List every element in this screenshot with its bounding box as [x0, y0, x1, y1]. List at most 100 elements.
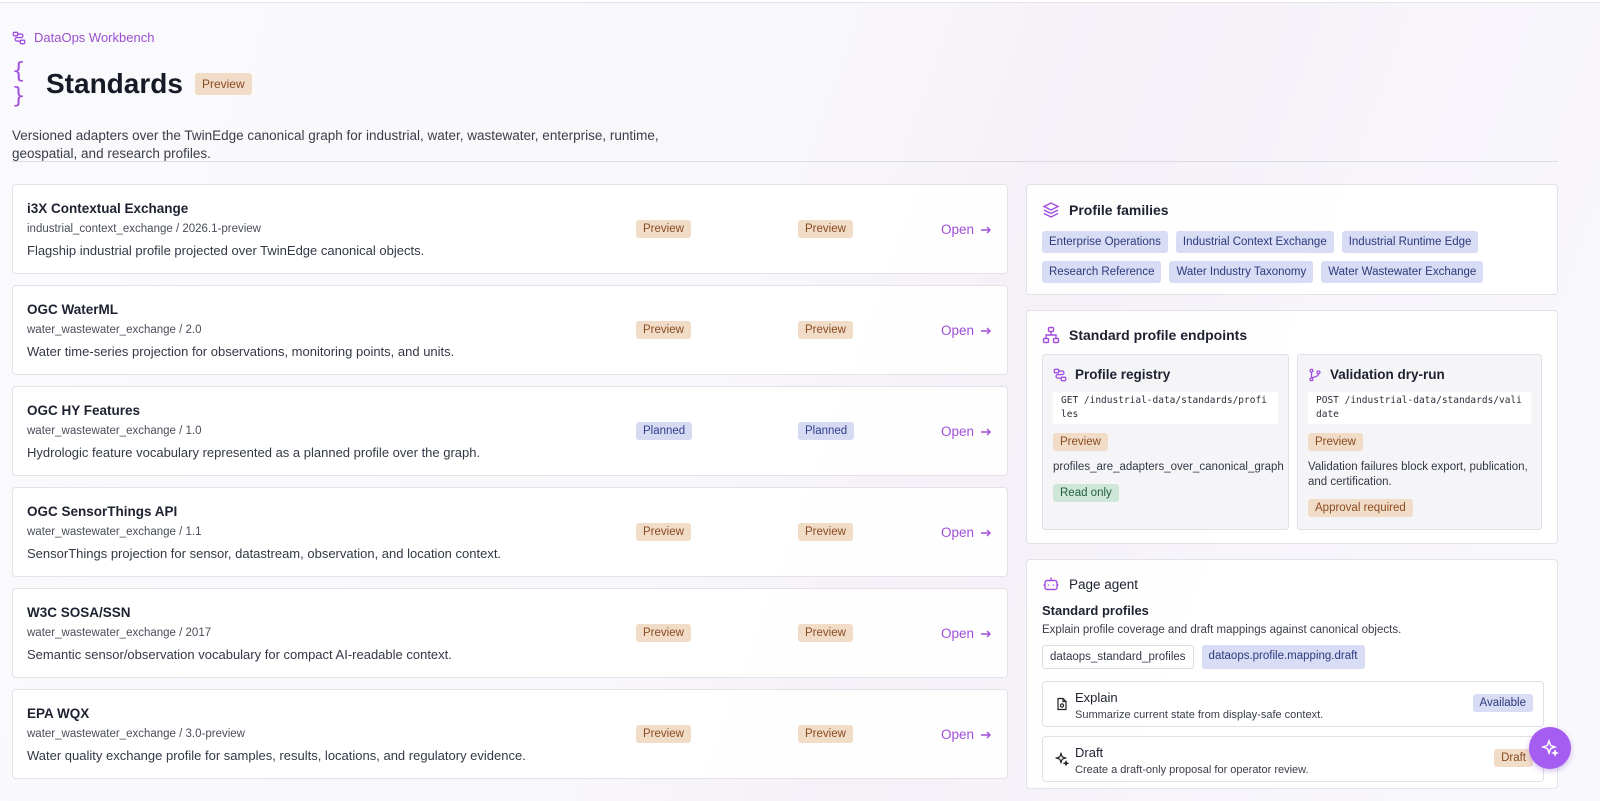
standard-version: industrial_context_exchange / 2026.1-pre… [27, 223, 261, 235]
standard-description: SensorThings projection for sensor, data… [27, 546, 502, 561]
open-link[interactable]: Open [941, 222, 992, 237]
endpoint-code: GET /industrial-data/standards/profiles [1053, 392, 1278, 424]
status-badge: Preview [194, 73, 252, 95]
git-branch-icon [1309, 368, 1321, 381]
approval-badge: Approval required [1308, 499, 1413, 517]
standard-name: OGC HY Features [27, 403, 141, 418]
standard-card-epa-wqx[interactable]: EPA WQX water_wastewater_exchange / 3.0-… [12, 689, 1008, 779]
status-badge: Preview [798, 624, 853, 642]
endpoint-title: Profile registry [1075, 367, 1171, 382]
sparkles-icon [1540, 738, 1559, 757]
arrow-right-icon [981, 428, 992, 435]
status-badge: Preview [636, 624, 691, 642]
agent-scope-tag: dataops_standard_profiles [1042, 645, 1194, 669]
status-badge: Draft [1494, 749, 1533, 767]
page-agent-panel: Page agent Standard profiles Explain pro… [1026, 559, 1558, 789]
standard-description: Flagship industrial profile projected ov… [27, 243, 425, 258]
family-chip[interactable]: Industrial Context Exchange [1175, 231, 1334, 253]
standard-version: water_wastewater_exchange / 2.0 [27, 324, 202, 336]
open-link[interactable]: Open [941, 626, 992, 641]
agent-subtitle: Standard profiles [1042, 603, 1149, 618]
standard-card-hy-features[interactable]: OGC HY Features water_wastewater_exchang… [12, 386, 1008, 476]
standard-card-sensorthings[interactable]: OGC SensorThings API water_wastewater_ex… [12, 487, 1008, 577]
status-badge: Preview [636, 220, 691, 238]
standard-name: OGC WaterML [27, 302, 118, 317]
standard-card-i3x[interactable]: i3X Contextual Exchange industrial_conte… [12, 184, 1008, 274]
status-badge: Preview [1053, 433, 1108, 451]
standards-list: i3X Contextual Exchange industrial_conte… [12, 184, 1008, 790]
profile-families-panel: Profile families Enterprise Operations I… [1026, 184, 1558, 295]
family-chips: Enterprise Operations Industrial Context… [1042, 231, 1512, 283]
endpoint-card-registry[interactable]: Profile registry GET /industrial-data/st… [1042, 354, 1289, 530]
standard-description: Hydrologic feature vocabulary represente… [27, 445, 481, 460]
endpoint-note: Validation failures block export, public… [1308, 461, 1528, 488]
page-title: Standards [46, 68, 183, 99]
endpoint-note: profiles_are_adapters_over_canonical_gra… [1053, 461, 1284, 473]
standard-version: water_wastewater_exchange / 2017 [27, 627, 212, 639]
endpoint-title: Validation dry-run [1330, 367, 1445, 382]
standard-name: OGC SensorThings API [27, 504, 178, 519]
open-label[interactable]: Open [941, 727, 975, 742]
standard-description: Water time-series projection for observa… [27, 344, 455, 359]
panel-title: Standard profile endpoints [1069, 327, 1248, 343]
standard-card-sosa-ssn[interactable]: W3C SOSA/SSN water_wastewater_exchange /… [12, 588, 1008, 678]
open-link[interactable]: Open [941, 323, 992, 338]
open-label[interactable]: Open [941, 323, 975, 338]
breadcrumb-label[interactable]: DataOps Workbench [34, 30, 155, 45]
layers-icon [1042, 202, 1060, 218]
family-chip[interactable]: Industrial Runtime Edge [1341, 231, 1479, 253]
endpoint-card-validation[interactable]: Validation dry-run POST /industrial-data… [1297, 354, 1542, 530]
panel-title: Page agent [1069, 576, 1139, 592]
open-link[interactable]: Open [941, 525, 992, 540]
open-label[interactable]: Open [941, 525, 975, 540]
family-chip[interactable]: Water Industry Taxonomy [1169, 261, 1314, 283]
status-badge: Preview [798, 220, 853, 238]
status-badge: Preview [636, 321, 691, 339]
arrow-right-icon [981, 731, 992, 738]
family-chip[interactable]: Research Reference [1042, 261, 1162, 283]
sparkles-icon [1055, 752, 1069, 766]
family-chip[interactable]: Water Wastewater Exchange [1321, 261, 1484, 283]
standard-version: water_wastewater_exchange / 3.0-preview [27, 728, 245, 740]
action-title: Explain [1075, 690, 1118, 705]
status-badge: Available [1472, 694, 1533, 712]
ai-assistant-button[interactable] [1529, 727, 1571, 769]
endpoint-code: POST /industrial-data/standards/validate [1308, 392, 1531, 424]
file-icon [1057, 697, 1067, 711]
open-label[interactable]: Open [941, 626, 975, 641]
page-description: Versioned adapters over the TwinEdge can… [12, 128, 659, 161]
braces-icon: { } [12, 59, 25, 109]
action-description: Summarize current state from display-saf… [1075, 709, 1324, 721]
standard-description: Water quality exchange profile for sampl… [27, 748, 526, 763]
page-header: DataOps Workbench { } Standards Preview … [12, 30, 1588, 163]
draft-action-button[interactable]: Draft Create a draft-only proposal for o… [1042, 736, 1544, 782]
standard-version: water_wastewater_exchange / 1.0 [27, 425, 202, 437]
standard-name: i3X Contextual Exchange [27, 201, 189, 216]
action-description: Create a draft-only proposal for operato… [1075, 764, 1309, 776]
standard-card-waterml[interactable]: OGC WaterML water_wastewater_exchange / … [12, 285, 1008, 375]
arrow-right-icon [981, 226, 992, 233]
endpoints-panel: Standard profile endpoints Profile regis… [1026, 310, 1558, 544]
standard-name: W3C SOSA/SSN [27, 605, 131, 620]
open-link[interactable]: Open [941, 424, 992, 439]
bot-icon [1043, 577, 1059, 591]
workflow-icon [1053, 368, 1067, 381]
standard-name: EPA WQX [27, 706, 90, 721]
status-badge: Preview [636, 725, 691, 743]
action-title: Draft [1075, 745, 1104, 760]
status-badge: Planned [636, 422, 693, 440]
explain-action-button[interactable]: Explain Summarize current state from dis… [1042, 681, 1544, 727]
read-only-badge: Read only [1053, 484, 1119, 502]
standard-description: Semantic sensor/observation vocabulary f… [27, 647, 452, 662]
open-link[interactable]: Open [941, 727, 992, 742]
open-label[interactable]: Open [941, 222, 975, 237]
family-chip[interactable]: Enterprise Operations [1042, 231, 1168, 253]
agent-action-tag: dataops.profile.mapping.draft [1201, 645, 1365, 669]
status-badge: Preview [798, 725, 853, 743]
status-badge: Preview [636, 523, 691, 541]
network-icon [1042, 326, 1060, 344]
status-badge: Preview [798, 321, 853, 339]
breadcrumb[interactable]: DataOps Workbench [12, 30, 1588, 45]
open-label[interactable]: Open [941, 424, 975, 439]
agent-description: Explain profile coverage and draft mappi… [1042, 624, 1402, 636]
